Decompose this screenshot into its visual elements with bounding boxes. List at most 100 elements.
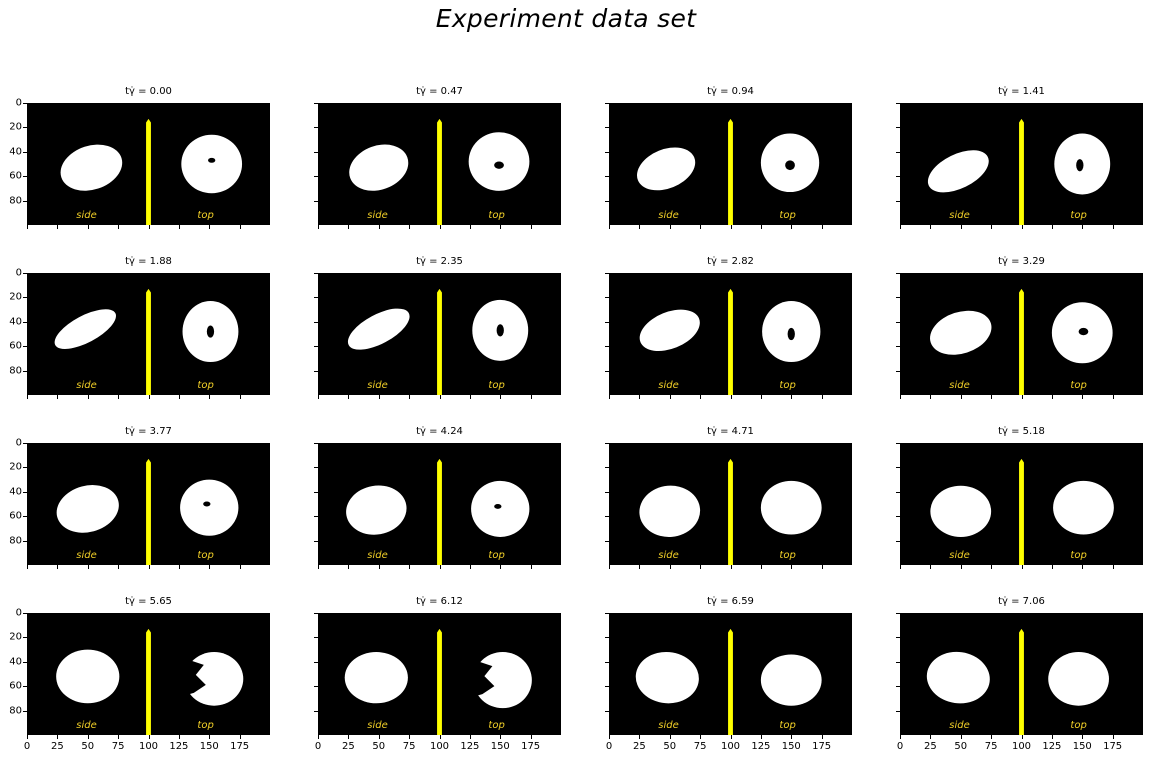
side-view-blob — [637, 147, 696, 191]
y-tick-mark — [23, 103, 27, 104]
x-tick-mark — [991, 225, 993, 229]
x-tick-mark — [1051, 735, 1053, 739]
top-label: top — [488, 550, 505, 561]
top-label: top — [779, 210, 796, 221]
y-tick-mark — [605, 176, 609, 178]
x-tick-label: 175 — [230, 741, 250, 752]
x-tick-mark — [669, 225, 671, 229]
y-tick-mark — [314, 491, 318, 493]
y-tick-mark — [23, 321, 27, 323]
blob-image — [54, 288, 239, 395]
x-tick-mark — [960, 565, 962, 569]
x-tick-label: 25 — [633, 741, 646, 752]
side-view-blob — [347, 308, 410, 350]
x-tick-mark — [530, 395, 532, 399]
y-tick-mark — [896, 127, 900, 129]
side-label: side — [367, 210, 388, 221]
x-tick-mark — [469, 565, 471, 569]
x-tick-mark — [348, 735, 350, 739]
blob-image — [346, 458, 530, 565]
top-view-hole — [1078, 327, 1089, 336]
x-tick-mark — [239, 565, 241, 569]
image-plot: side top — [318, 613, 561, 735]
x-tick-label: 50 — [663, 741, 677, 752]
y-tick-mark — [23, 686, 27, 688]
x-tick-label: 175 — [812, 741, 832, 752]
x-tick-mark — [991, 565, 993, 569]
blob-image — [639, 458, 822, 565]
top-view-hole — [1076, 159, 1084, 172]
x-tick-mark — [900, 565, 901, 569]
y-tick-mark — [314, 151, 318, 153]
y-tick-mark — [605, 297, 609, 299]
y-tick-mark — [23, 297, 27, 299]
x-tick-mark — [639, 735, 641, 739]
blob-image — [56, 628, 244, 735]
y-tick-mark — [605, 321, 609, 323]
x-tick-label: 50 — [954, 741, 968, 752]
image-plot: side top — [318, 273, 561, 395]
y-tick-mark — [896, 613, 900, 614]
y-tick-mark — [314, 297, 318, 299]
x-tick-label: 100 — [720, 741, 741, 752]
x-tick-label: 100 — [138, 741, 159, 752]
image-plot: side top — [900, 613, 1143, 735]
x-tick-label: 100 — [1011, 741, 1032, 752]
side-label: side — [76, 550, 97, 561]
x-tick-mark — [500, 225, 502, 229]
y-tick-label: 40 — [9, 656, 22, 668]
y-tick-mark — [605, 467, 609, 469]
x-tick-mark — [469, 735, 471, 739]
panel-title: tγ̇ = 5.18 — [998, 426, 1045, 437]
top-view-blob — [471, 480, 530, 537]
top-view-hole — [494, 161, 504, 169]
x-tick-mark — [791, 225, 793, 229]
y-tick-label: 60 — [9, 170, 22, 182]
y-tick-mark — [605, 127, 609, 129]
panel-title: tγ̇ = 1.41 — [998, 86, 1045, 97]
x-tick-mark — [209, 395, 211, 399]
y-tick-label: 0 — [15, 97, 22, 109]
x-tick-mark — [239, 735, 241, 739]
x-tick-mark — [239, 395, 241, 399]
y-tick-mark — [896, 346, 900, 348]
y-tick-mark — [896, 491, 900, 493]
y-tick-mark — [605, 346, 609, 348]
x-tick-label: 25 — [342, 741, 355, 752]
divider-bar — [146, 628, 151, 735]
y-tick-mark — [896, 321, 900, 323]
side-view-blob — [349, 144, 409, 191]
panel-title: tγ̇ = 1.88 — [125, 256, 172, 267]
y-tick-mark — [605, 103, 609, 104]
y-tick-mark — [23, 200, 27, 202]
image-panel: tγ̇ = 4.71 side top — [605, 426, 852, 569]
panel-title: tγ̇ = 2.35 — [416, 256, 463, 267]
image-panel: tγ̇ = 2.82 side top — [605, 256, 852, 399]
x-tick-mark — [318, 565, 319, 569]
divider-bar — [728, 288, 733, 395]
x-tick-mark — [1051, 395, 1053, 399]
x-tick-mark — [439, 565, 441, 569]
panel-title: tγ̇ = 4.71 — [707, 426, 754, 437]
x-tick-mark — [730, 565, 732, 569]
side-view-blob — [930, 310, 992, 355]
y-tick-mark — [23, 661, 27, 663]
panel-title: tγ̇ = 2.82 — [707, 256, 754, 267]
panel-title: tγ̇ = 4.24 — [416, 426, 463, 437]
x-tick-mark — [148, 395, 150, 399]
y-tick-label: 60 — [9, 510, 22, 522]
x-tick-mark — [500, 735, 502, 739]
top-label: top — [488, 380, 505, 391]
x-tick-mark — [1021, 225, 1023, 229]
y-tick-mark — [896, 637, 900, 639]
x-tick-mark — [930, 565, 932, 569]
x-tick-mark — [209, 735, 211, 739]
y-tick-label: 80 — [9, 195, 22, 207]
y-tick-mark — [605, 516, 609, 518]
image-plot: side top — [27, 273, 270, 395]
blob-image — [347, 288, 529, 395]
x-tick-mark — [439, 225, 441, 229]
y-tick-mark — [896, 297, 900, 299]
y-tick-mark — [605, 491, 609, 493]
panel-title: tγ̇ = 5.65 — [125, 596, 172, 607]
